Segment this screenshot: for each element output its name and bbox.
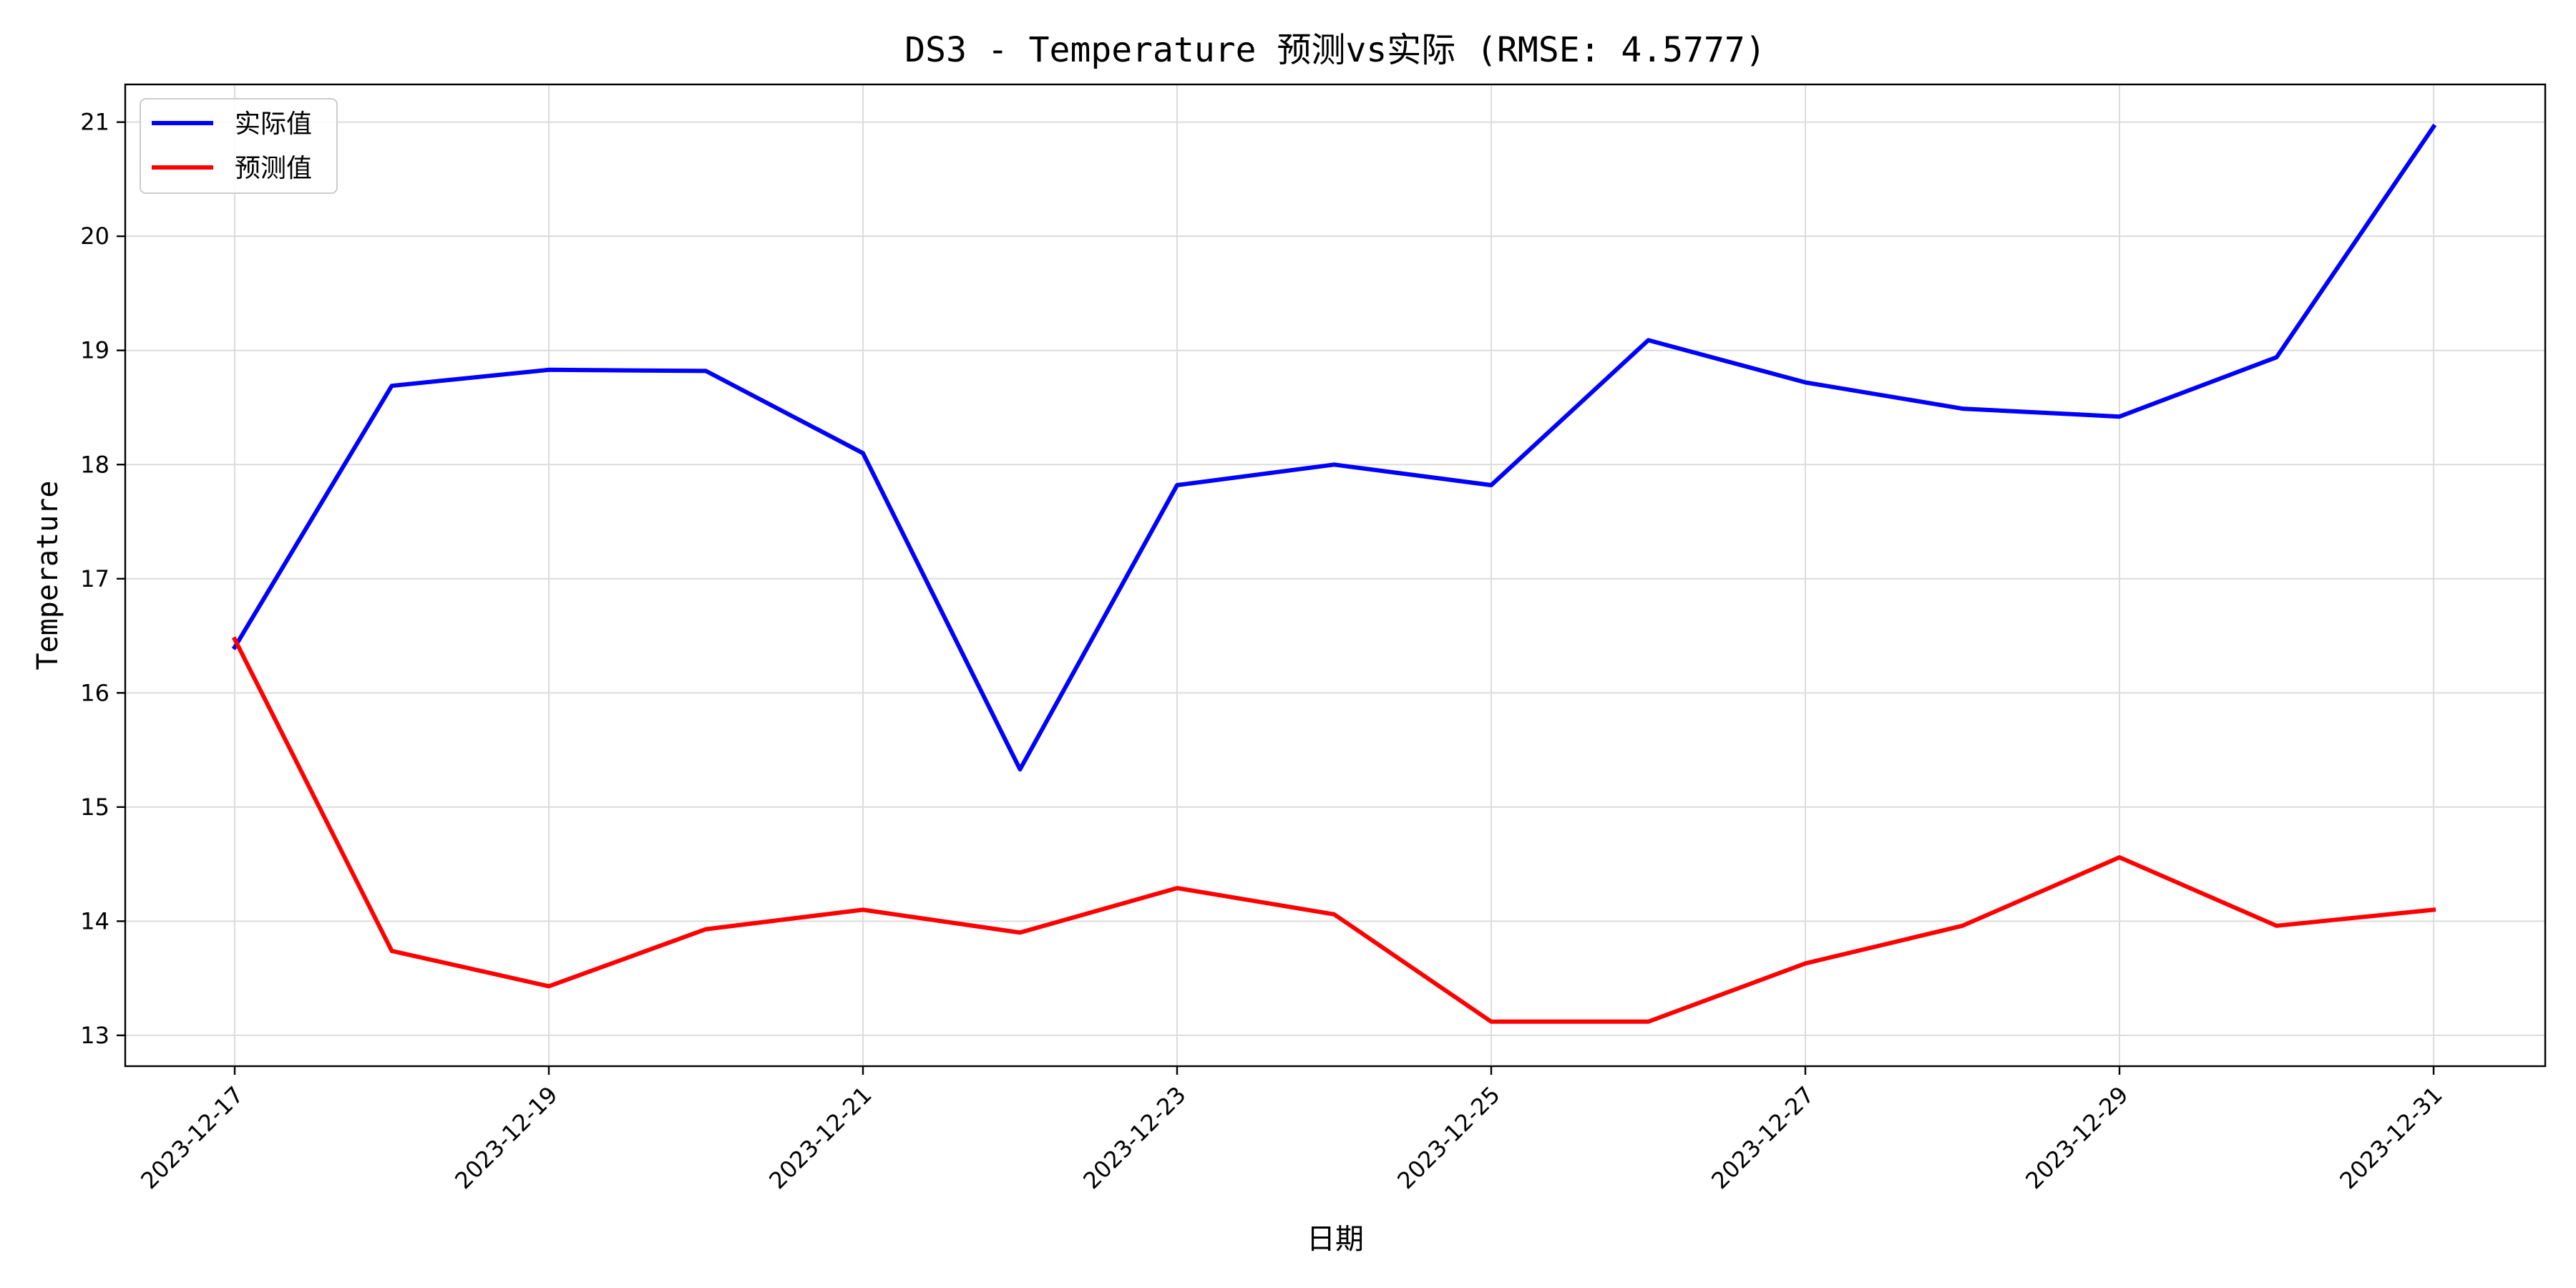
- y-axis: 13 14 15 16 17 18 19 20 21: [80, 109, 125, 1049]
- y-tick-label: 20: [80, 223, 109, 250]
- legend-label-actual: 实际值: [235, 109, 312, 139]
- y-tick-label: 16: [80, 679, 109, 706]
- y-tick-label: 14: [80, 907, 109, 935]
- legend-label-predicted: 预测值: [235, 154, 312, 183]
- chart-title: DS3 - Temperature 预测vs实际 (RMSE: 4.5777): [904, 30, 1765, 70]
- series-lines: [231, 123, 2437, 1024]
- y-tick-label: 17: [80, 565, 109, 592]
- y-tick-label: 18: [80, 451, 109, 478]
- x-axis-label: 日期: [1307, 1223, 1364, 1256]
- series-line-predicted: [231, 636, 2436, 1024]
- legend: 实际值 预测值: [140, 98, 338, 194]
- y-tick-label: 19: [80, 337, 109, 364]
- y-tick-label: 13: [80, 1022, 109, 1049]
- series-line-actual: [231, 123, 2437, 772]
- y-tick-label: 15: [80, 794, 109, 821]
- y-tick-label: 21: [80, 109, 109, 136]
- y-axis-label: Temperature: [31, 481, 64, 670]
- plot-frame: [124, 83, 2547, 1068]
